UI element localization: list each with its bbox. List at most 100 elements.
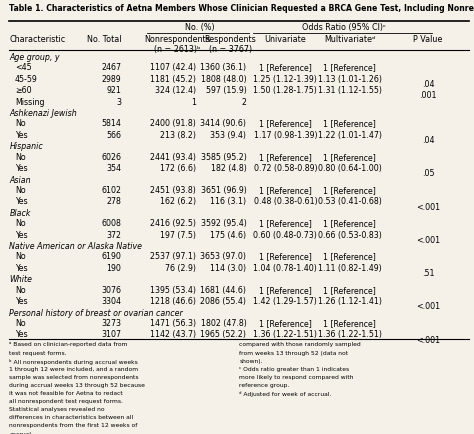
Text: Personal history of breast or ovarian cancer: Personal history of breast or ovarian ca… xyxy=(9,308,183,317)
Text: Yes: Yes xyxy=(15,131,27,140)
Text: 0.48 (0.38-0.61): 0.48 (0.38-0.61) xyxy=(254,197,317,206)
Text: Statistical analyses revealed no: Statistical analyses revealed no xyxy=(9,406,105,411)
Text: .04: .04 xyxy=(422,80,434,89)
Text: 1.50 (1.28-1.75): 1.50 (1.28-1.75) xyxy=(254,86,317,95)
Text: Characteristic: Characteristic xyxy=(9,35,66,44)
Text: White: White xyxy=(9,275,33,284)
Text: Native American or Alaska Native: Native American or Alaska Native xyxy=(9,242,143,251)
Text: 1107 (42.4): 1107 (42.4) xyxy=(150,63,196,72)
Text: .05: .05 xyxy=(422,169,434,178)
Text: 0.53 (0.41-0.68): 0.53 (0.41-0.68) xyxy=(318,197,382,206)
Text: <.001: <.001 xyxy=(416,302,440,311)
Text: 2441 (93.4): 2441 (93.4) xyxy=(150,152,196,161)
Text: Hispanic: Hispanic xyxy=(9,142,43,151)
Text: Yes: Yes xyxy=(15,197,27,206)
Text: 1218 (46.6): 1218 (46.6) xyxy=(150,296,196,306)
Text: 354: 354 xyxy=(106,164,121,173)
Text: 2451 (93.8): 2451 (93.8) xyxy=(150,185,196,194)
Text: 5814: 5814 xyxy=(101,119,121,128)
Text: 3273: 3273 xyxy=(101,318,121,327)
Text: 1.42 (1.29-1.57): 1.42 (1.29-1.57) xyxy=(254,296,317,306)
Text: ≥60: ≥60 xyxy=(15,86,32,95)
Text: 2086 (55.4): 2086 (55.4) xyxy=(201,296,246,306)
Text: 3304: 3304 xyxy=(101,296,121,306)
Text: 1395 (53.4): 1395 (53.4) xyxy=(150,285,196,294)
Text: 1 [Reference]: 1 [Reference] xyxy=(323,185,376,194)
Text: Multivariateᵈ: Multivariateᵈ xyxy=(324,35,375,44)
Text: 1 [Reference]: 1 [Reference] xyxy=(259,219,312,228)
Text: 3107: 3107 xyxy=(101,330,121,339)
Text: .51: .51 xyxy=(422,269,434,277)
Text: Yes: Yes xyxy=(15,263,27,273)
Text: 1.04 (0.78-1.40): 1.04 (0.78-1.40) xyxy=(254,263,317,273)
Text: 324 (12.4): 324 (12.4) xyxy=(155,86,196,95)
Text: accrual: accrual xyxy=(9,431,31,434)
Text: 1 [Reference]: 1 [Reference] xyxy=(259,318,312,327)
Text: 1: 1 xyxy=(191,98,196,106)
Text: all nonrespondent test request forms.: all nonrespondent test request forms. xyxy=(9,398,123,403)
Text: 175 (4.6): 175 (4.6) xyxy=(210,230,246,239)
Text: 1 [Reference]: 1 [Reference] xyxy=(323,285,376,294)
Text: 1802 (47.8): 1802 (47.8) xyxy=(201,318,246,327)
Text: Asian: Asian xyxy=(9,175,31,184)
Text: 1.26 (1.12-1.41): 1.26 (1.12-1.41) xyxy=(318,296,382,306)
Text: 6008: 6008 xyxy=(101,219,121,228)
Text: 2467: 2467 xyxy=(101,63,121,72)
Text: <45: <45 xyxy=(15,63,32,72)
Text: 213 (8.2): 213 (8.2) xyxy=(160,131,196,140)
Text: No: No xyxy=(15,285,26,294)
Text: 1 [Reference]: 1 [Reference] xyxy=(323,318,376,327)
Text: differences in characteristics between all: differences in characteristics between a… xyxy=(9,414,134,419)
Text: 1 [Reference]: 1 [Reference] xyxy=(259,152,312,161)
Text: ᵃ Based on clinician-reported data from: ᵃ Based on clinician-reported data from xyxy=(9,342,128,347)
Text: 3592 (95.4): 3592 (95.4) xyxy=(201,219,246,228)
Text: 0.60 (0.48-0.73): 0.60 (0.48-0.73) xyxy=(254,230,317,239)
Text: 2: 2 xyxy=(241,98,246,106)
Text: 1 [Reference]: 1 [Reference] xyxy=(259,285,312,294)
Text: 76 (2.9): 76 (2.9) xyxy=(165,263,196,273)
Text: 182 (4.8): 182 (4.8) xyxy=(210,164,246,173)
Text: 0.72 (0.58-0.89): 0.72 (0.58-0.89) xyxy=(254,164,317,173)
Text: No. Total: No. Total xyxy=(87,35,121,44)
Text: 1 [Reference]: 1 [Reference] xyxy=(323,119,376,128)
Text: 0.80 (0.64-1.00): 0.80 (0.64-1.00) xyxy=(318,164,382,173)
Text: 1 [Reference]: 1 [Reference] xyxy=(259,119,312,128)
Text: 1181 (45.2): 1181 (45.2) xyxy=(150,75,196,83)
Text: 353 (9.4): 353 (9.4) xyxy=(210,131,246,140)
Text: 1142 (43.7): 1142 (43.7) xyxy=(150,330,196,339)
Text: nonrespondents from the first 12 weeks of: nonrespondents from the first 12 weeks o… xyxy=(9,422,138,427)
Text: Yes: Yes xyxy=(15,330,27,339)
Text: 1.31 (1.12-1.55): 1.31 (1.12-1.55) xyxy=(318,86,382,95)
Text: ᶜ Odds ratio greater than 1 indicates: ᶜ Odds ratio greater than 1 indicates xyxy=(239,366,349,371)
Text: 372: 372 xyxy=(106,230,121,239)
Text: 2989: 2989 xyxy=(101,75,121,83)
Text: 1360 (36.1): 1360 (36.1) xyxy=(201,63,246,72)
Text: 0.66 (0.53-0.83): 0.66 (0.53-0.83) xyxy=(318,230,382,239)
Text: 2537 (97.1): 2537 (97.1) xyxy=(150,252,196,261)
Text: reference group.: reference group. xyxy=(239,382,290,387)
Text: No. (%): No. (%) xyxy=(185,23,215,32)
Text: Nonrespondents
(n = 2613)ᵇ: Nonrespondents (n = 2613)ᵇ xyxy=(145,35,210,54)
Text: No: No xyxy=(15,152,26,161)
Text: No: No xyxy=(15,219,26,228)
Text: 3585 (95.2): 3585 (95.2) xyxy=(201,152,246,161)
Text: ᵇ All nonrespondents during accrual weeks: ᵇ All nonrespondents during accrual week… xyxy=(9,358,138,364)
Text: .001: .001 xyxy=(419,91,437,100)
Text: test request forms.: test request forms. xyxy=(9,350,67,355)
Text: No: No xyxy=(15,252,26,261)
Text: 116 (3.1): 116 (3.1) xyxy=(210,197,246,206)
Text: 1.11 (0.82-1.49): 1.11 (0.82-1.49) xyxy=(318,263,382,273)
Text: 1 [Reference]: 1 [Reference] xyxy=(323,252,376,261)
Text: 1 [Reference]: 1 [Reference] xyxy=(323,63,376,72)
Text: 1965 (52.2): 1965 (52.2) xyxy=(201,330,246,339)
Text: 1808 (48.0): 1808 (48.0) xyxy=(201,75,246,83)
Text: P Value: P Value xyxy=(413,35,443,44)
Text: 1.36 (1.22-1.51): 1.36 (1.22-1.51) xyxy=(254,330,317,339)
Text: 1.25 (1.12-1.39): 1.25 (1.12-1.39) xyxy=(254,75,317,83)
Text: 921: 921 xyxy=(106,86,121,95)
Text: shown).: shown). xyxy=(239,358,263,363)
Text: 2400 (91.8): 2400 (91.8) xyxy=(150,119,196,128)
Text: 3076: 3076 xyxy=(101,285,121,294)
Text: 278: 278 xyxy=(106,197,121,206)
Text: more likely to respond compared with: more likely to respond compared with xyxy=(239,374,354,379)
